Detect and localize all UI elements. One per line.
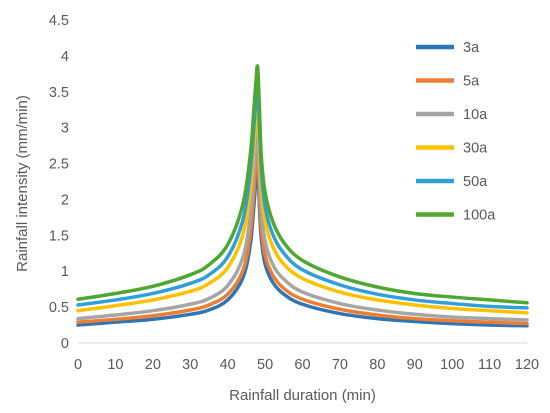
legend-label: 100a <box>463 208 496 224</box>
x-tick-label: 60 <box>294 357 310 373</box>
y-tick-label: 0 <box>61 336 69 352</box>
y-tick-label: 4.5 <box>49 13 69 29</box>
y-tick-label: 3 <box>61 121 69 137</box>
y-axis-ticks: 0 0.5 1 1.5 2 2.5 3 3.5 4 4.5 <box>49 13 69 352</box>
legend-label: 3a <box>463 40 480 56</box>
x-tick-label: 70 <box>332 357 348 373</box>
x-axis-ticks: 0 10 20 30 40 50 60 70 80 90 100 110 120 <box>74 357 539 373</box>
y-tick-label: 2.5 <box>49 157 69 173</box>
x-tick-label: 10 <box>107 357 123 373</box>
legend-label: 30a <box>463 141 488 157</box>
x-tick-label: 50 <box>257 357 273 373</box>
y-tick-label: 3.5 <box>49 85 69 101</box>
y-tick-label: 2 <box>61 192 69 208</box>
legend-label: 50a <box>463 174 488 190</box>
x-tick-label: 80 <box>369 357 385 373</box>
x-tick-label: 30 <box>182 357 198 373</box>
x-tick-label: 100 <box>440 357 464 373</box>
x-tick-label: 90 <box>407 357 423 373</box>
y-tick-label: 0.5 <box>49 300 69 316</box>
y-axis-title: Rainfall intensity (mm/min) <box>14 95 31 272</box>
y-tick-label: 1 <box>61 264 69 280</box>
series-lines <box>76 64 529 328</box>
x-tick-label: 110 <box>478 357 501 373</box>
series-line-100a <box>76 64 529 305</box>
x-tick-label: 20 <box>145 357 161 373</box>
y-tick-label: 1.5 <box>49 228 69 244</box>
x-tick-label: 40 <box>220 357 236 373</box>
x-axis-title: Rainfall duration (min) <box>229 387 376 404</box>
legend-label: 5a <box>463 74 480 90</box>
legend-label: 10a <box>463 107 488 123</box>
x-tick-label: 0 <box>74 357 82 373</box>
x-tick-label: 120 <box>515 357 539 373</box>
legend: 3a 5a 10a 30a 50a 100a <box>416 40 496 224</box>
y-tick-label: 4 <box>61 49 69 65</box>
